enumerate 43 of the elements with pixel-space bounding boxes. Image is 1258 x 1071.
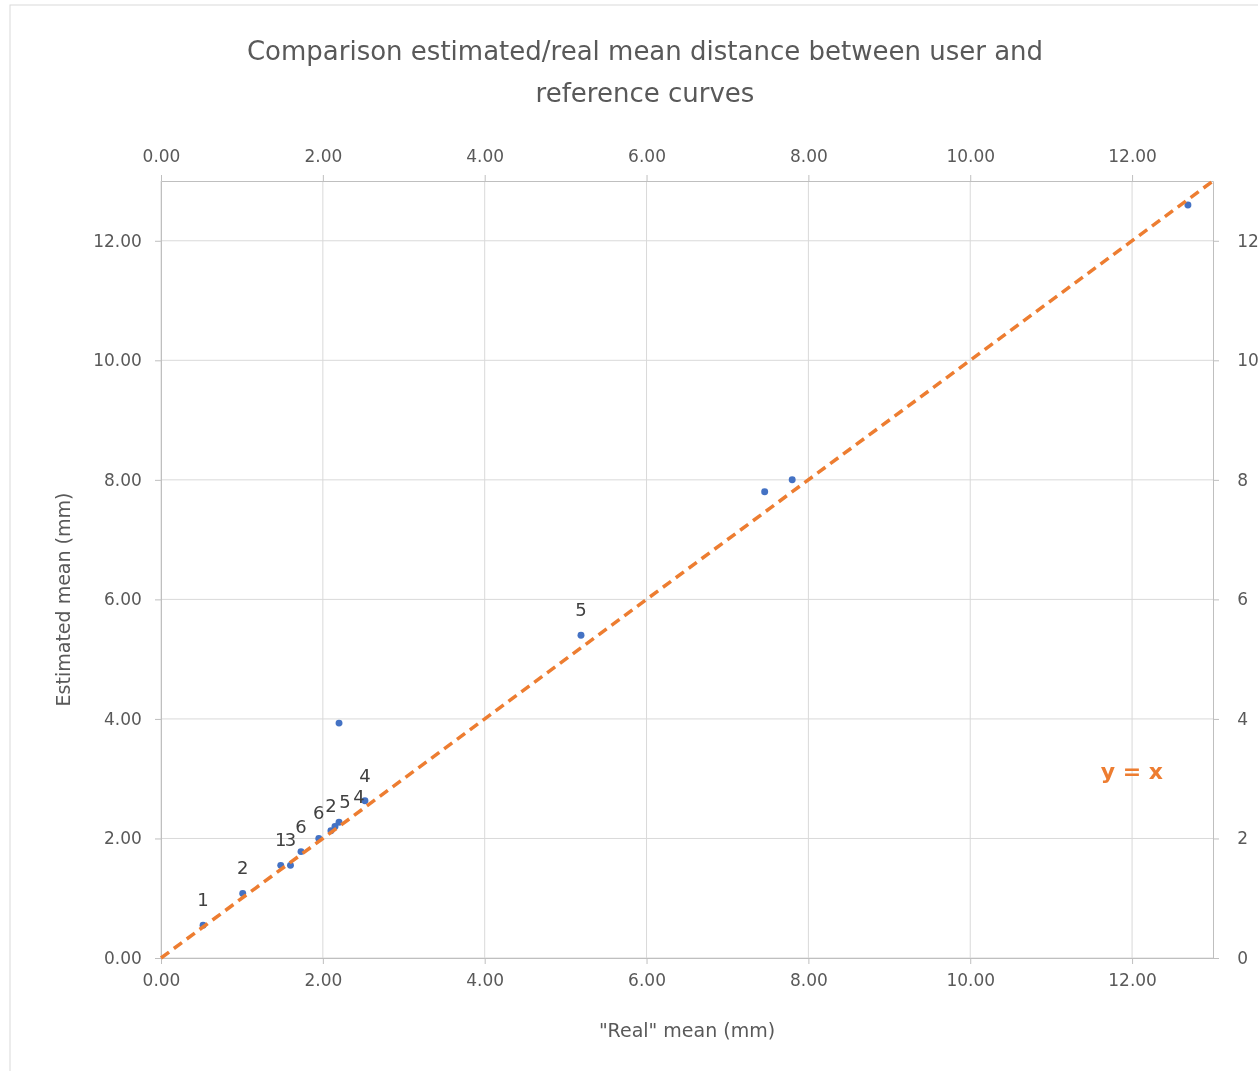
annotation: 6 bbox=[295, 815, 307, 837]
y2-tick-label: 10 bbox=[1237, 350, 1258, 371]
annotation: 5 bbox=[575, 599, 587, 621]
x2-tick-label: 8.00 bbox=[789, 145, 828, 166]
x-tick-label: 4.00 bbox=[466, 969, 505, 990]
y-tick-label: 10.00 bbox=[93, 350, 142, 371]
y-tick-label: 4.00 bbox=[103, 708, 142, 729]
x-tick-label: 0.00 bbox=[142, 969, 181, 990]
y2-tick-label: 4 bbox=[1237, 708, 1249, 729]
x-tick-label: 8.00 bbox=[789, 969, 828, 990]
y-axis-title: Estimated mean (mm) bbox=[52, 492, 74, 707]
annotation: 1 bbox=[275, 829, 287, 851]
annotation: 4 bbox=[353, 786, 365, 808]
y2-tick-label: 2 bbox=[1237, 828, 1249, 849]
annotation: 6 bbox=[313, 802, 325, 824]
y-tick-label: 6.00 bbox=[103, 589, 142, 610]
text: y = x bbox=[1100, 759, 1163, 785]
annotation: 4 bbox=[359, 764, 371, 786]
x-tick-label: 2.00 bbox=[304, 969, 343, 990]
annotation: 2 bbox=[237, 857, 249, 879]
annotation: 3 bbox=[284, 829, 297, 851]
y-tick-label: 0.00 bbox=[103, 947, 142, 968]
x-axis-title: "Real" mean (mm) bbox=[598, 1019, 776, 1041]
y-tick-label: 2.00 bbox=[103, 828, 142, 849]
x-tick-label: 12.00 bbox=[1108, 969, 1157, 990]
x2-tick-label: 12.00 bbox=[1108, 145, 1157, 166]
x2-tick-label: 10.00 bbox=[946, 145, 996, 166]
x2-tick-label: 6.00 bbox=[628, 145, 666, 166]
x2-tick-label: 0.00 bbox=[142, 145, 181, 166]
y2-tick-label: 0 bbox=[1237, 947, 1249, 968]
y2-tick-label: 8 bbox=[1237, 469, 1249, 490]
y-tick-label: 12.00 bbox=[93, 230, 142, 251]
x2-tick-label: 2.00 bbox=[304, 145, 343, 166]
annotation: 5 bbox=[339, 790, 351, 812]
y2-tick-label: 6 bbox=[1237, 589, 1249, 610]
x-tick-label: 10.00 bbox=[946, 969, 996, 990]
y2-tick-label: 12 bbox=[1237, 230, 1258, 251]
x2-tick-label: 4.00 bbox=[466, 145, 505, 166]
annotation: 1 bbox=[197, 889, 209, 911]
annotation: 2 bbox=[325, 794, 337, 816]
x-tick-label: 6.00 bbox=[628, 969, 666, 990]
y-tick-label: 8.00 bbox=[103, 469, 142, 490]
chart-title: Comparison estimated/real mean distance between user and reference curves bbox=[246, 36, 1044, 108]
